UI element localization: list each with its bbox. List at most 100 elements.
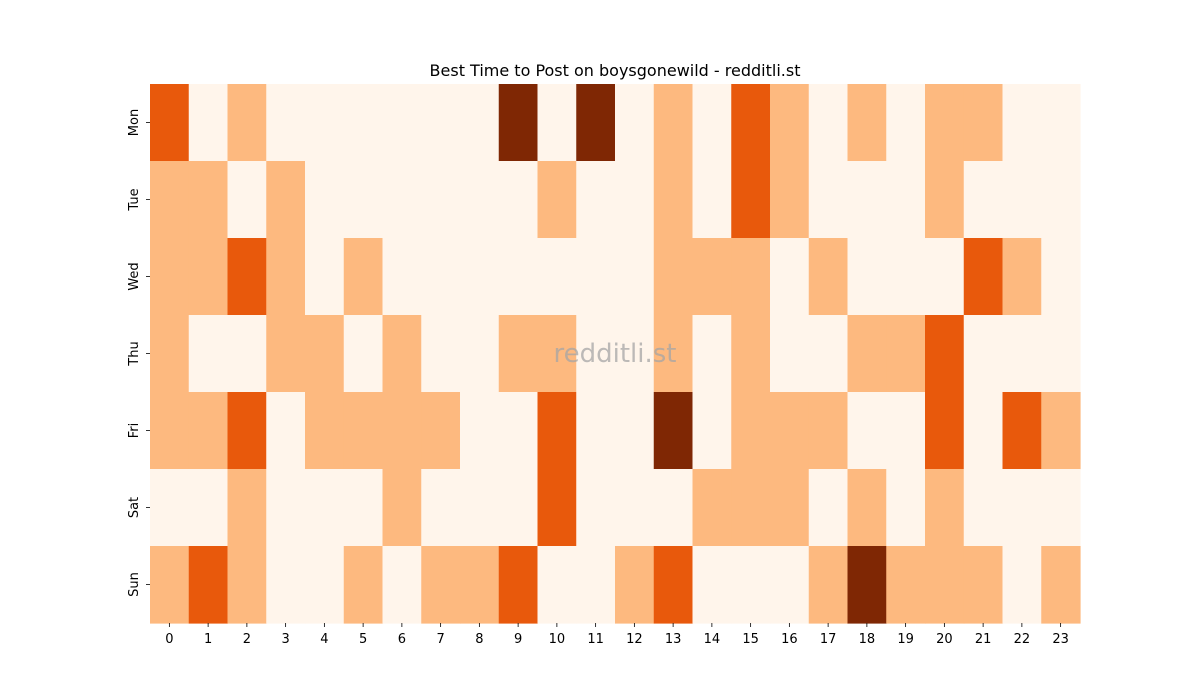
heatmap-cell-fri-1	[188, 392, 229, 470]
heatmap-cell-sat-19	[886, 469, 926, 547]
heatmap-cell-mon-17	[808, 84, 849, 162]
y-tick-label: Tue	[127, 188, 142, 211]
heatmap-cell-tue-3	[266, 161, 306, 239]
heatmap-cell-tue-19	[886, 161, 926, 239]
heatmap-cell-wed-7	[421, 238, 461, 316]
heatmap-cell-thu-3	[266, 315, 306, 393]
heatmap-cell-tue-18	[847, 161, 887, 239]
heatmap-cell-sun-10	[537, 546, 577, 624]
heatmap-cell-sun-17	[808, 546, 849, 624]
heatmap-cell-sat-22	[1002, 469, 1042, 547]
heatmap-cell-fri-18	[847, 392, 887, 470]
heatmap-cell-sat-5	[343, 469, 384, 547]
heatmap-cell-fri-4	[305, 392, 345, 470]
heatmap-cell-sun-2	[227, 546, 267, 624]
heatmap-cell-wed-6	[382, 238, 422, 316]
x-tick-label: 17	[820, 632, 837, 647]
heatmap-cell-sat-15	[731, 469, 771, 547]
heatmap-cell-mon-2	[227, 84, 267, 162]
heatmap-cell-mon-12	[615, 84, 655, 162]
heatmap-cell-fri-16	[770, 392, 810, 470]
heatmap-cell-sat-20	[925, 469, 965, 547]
heatmap-cell-sun-12	[615, 546, 655, 624]
heatmap-cell-mon-14	[692, 84, 732, 162]
heatmap-cell-mon-13	[653, 84, 694, 162]
heatmap-cell-fri-13	[653, 392, 694, 470]
heatmap-cell-sat-4	[305, 469, 345, 547]
heatmap-cell-fri-6	[382, 392, 422, 470]
heatmap-cell-fri-9	[498, 392, 539, 470]
heatmap-cell-sat-10	[537, 469, 577, 547]
heatmap-cell-sun-18	[847, 546, 887, 624]
heatmap-cell-thu-5	[343, 315, 384, 393]
x-tick-label: 6	[398, 632, 406, 647]
heatmap-cell-sat-11	[576, 469, 616, 547]
heatmap-cell-sun-1	[188, 546, 229, 624]
y-axis: Mon Tue Wed Thu Fri Sat Sun	[127, 109, 150, 597]
heatmap-cell-mon-23	[1041, 84, 1081, 162]
x-tick-label: 9	[514, 632, 522, 647]
x-tick-label: 8	[475, 632, 483, 647]
heatmap-cell-thu-6	[382, 315, 422, 393]
x-tick-label: 15	[742, 632, 759, 647]
y-tick-label: Sat	[127, 497, 142, 518]
heatmap-cell-mon-9	[498, 84, 539, 162]
heatmap-cell-tue-2	[227, 161, 267, 239]
heatmap-cell-thu-2	[227, 315, 267, 393]
heatmap-cell-sat-17	[808, 469, 849, 547]
heatmap-cell-tue-23	[1041, 161, 1081, 239]
heatmap-cell-thu-16	[770, 315, 810, 393]
heatmap-cell-thu-4	[305, 315, 345, 393]
heatmap-cell-fri-23	[1041, 392, 1081, 470]
heatmap-cell-wed-19	[886, 238, 926, 316]
heatmap-cell-mon-22	[1002, 84, 1042, 162]
heatmap-cell-sat-18	[847, 469, 887, 547]
heatmap-cell-thu-15	[731, 315, 771, 393]
heatmap-cell-wed-16	[770, 238, 810, 316]
heatmap-cell-fri-2	[227, 392, 267, 470]
heatmap-cell-fri-17	[808, 392, 849, 470]
heatmap-cell-thu-10	[537, 315, 577, 393]
heatmap-cell-fri-22	[1002, 392, 1042, 470]
heatmap-cell-mon-7	[421, 84, 461, 162]
heatmap-cell-fri-19	[886, 392, 926, 470]
y-tick-label: Fri	[127, 423, 142, 439]
heatmap-cell-mon-0	[150, 84, 190, 162]
heatmap-cell-wed-14	[692, 238, 732, 316]
x-tick-label: 5	[359, 632, 367, 647]
x-tick-label: 18	[859, 632, 876, 647]
heatmap-cell-sat-13	[653, 469, 694, 547]
heatmap-cell-thu-7	[421, 315, 461, 393]
watermark: redditli.st	[554, 339, 677, 369]
heatmap-cell-tue-4	[305, 161, 345, 239]
x-tick-label: 16	[781, 632, 798, 647]
heatmap-cell-thu-12	[615, 315, 655, 393]
heatmap-cell-thu-11	[576, 315, 616, 393]
heatmap-cell-thu-13	[653, 315, 694, 393]
heatmap-cell-fri-0	[150, 392, 190, 470]
heatmap-cell-sun-20	[925, 546, 965, 624]
heatmap-cell-fri-5	[343, 392, 384, 470]
heatmap-cell-tue-22	[1002, 161, 1042, 239]
heatmap-cell-wed-8	[460, 238, 500, 316]
heatmap-cell-mon-19	[886, 84, 926, 162]
heatmap-cell-wed-23	[1041, 238, 1081, 316]
heatmap-cell-sat-3	[266, 469, 306, 547]
heatmap-cell-thu-17	[808, 315, 849, 393]
heatmap-cell-sat-16	[770, 469, 810, 547]
heatmap-cell-sat-21	[963, 469, 1004, 547]
x-tick-label: 2	[243, 632, 251, 647]
heatmap-cell-sun-16	[770, 546, 810, 624]
heatmap-cell-sun-15	[731, 546, 771, 624]
x-tick-label: 10	[549, 632, 566, 647]
heatmap-cell-fri-10	[537, 392, 577, 470]
y-tick-label: Sun	[127, 572, 142, 597]
heatmap-cell-mon-20	[925, 84, 965, 162]
heatmap-cell-thu-20	[925, 315, 965, 393]
heatmap-cell-fri-8	[460, 392, 500, 470]
heatmap-cell-sun-0	[150, 546, 190, 624]
x-tick-label: 0	[165, 632, 173, 647]
heatmap-cell-tue-6	[382, 161, 422, 239]
heatmap-cell-sun-6	[382, 546, 422, 624]
x-tick-label: 13	[665, 632, 682, 647]
